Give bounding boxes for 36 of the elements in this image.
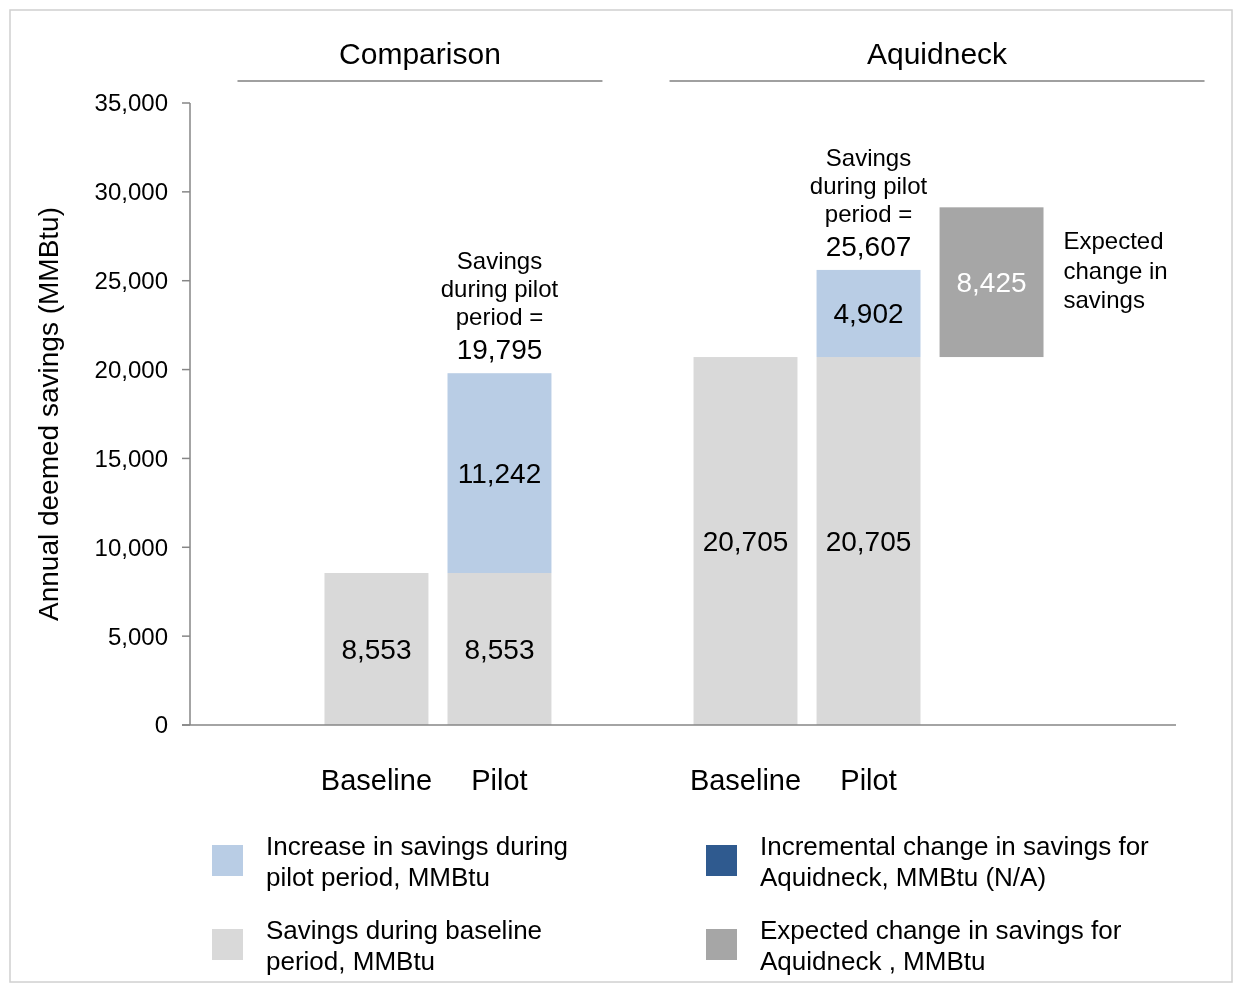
y-tick-label: 35,000 bbox=[94, 89, 168, 117]
x-tick-label: Baseline bbox=[689, 764, 802, 796]
data-label: 4,902 bbox=[833, 298, 904, 330]
y-tick-label: 0 bbox=[154, 711, 168, 739]
bar bbox=[447, 373, 552, 573]
data-label: 20,705 bbox=[702, 525, 789, 557]
data-label: 20,705 bbox=[825, 525, 912, 557]
y-axis-title: Annual deemed savings (MMBtu) bbox=[33, 207, 64, 621]
legend-label: Incremental change in savings for Aquidneck, MMBtu (N/A) bbox=[760, 831, 1150, 892]
x-tick-label: Baseline bbox=[320, 764, 433, 796]
data-label: 8,425 bbox=[956, 266, 1027, 298]
bar bbox=[816, 269, 921, 358]
legend-label: Expected change in savings for Aquidneck , MMBtu bbox=[760, 915, 1122, 976]
y-tick-label: 5,000 bbox=[107, 622, 168, 650]
annotation: Expected change in savings bbox=[1063, 227, 1168, 314]
y-tick-label: 15,000 bbox=[94, 444, 168, 472]
y-tick-label: 20,000 bbox=[94, 355, 168, 383]
legend-label: Savings during baseline period, MMBtu bbox=[266, 915, 543, 976]
text: Comparison bbox=[339, 37, 501, 70]
data-label: 11,242 bbox=[457, 457, 542, 489]
total-label: Savings during pilot period = 25,607 bbox=[809, 143, 928, 262]
data-label: 8,553 bbox=[464, 633, 535, 665]
y-tick-label: 25,000 bbox=[94, 267, 168, 295]
y-tick-label: 30,000 bbox=[94, 178, 168, 206]
bar bbox=[816, 357, 921, 725]
total-label: Savings during pilot period = 19,795 bbox=[440, 247, 559, 366]
x-tick-label: Pilot bbox=[840, 764, 897, 796]
bar bbox=[693, 357, 798, 725]
data-label: 8,553 bbox=[341, 633, 412, 665]
y-tick-label: 10,000 bbox=[94, 533, 168, 561]
bar bbox=[324, 573, 429, 725]
text: Aquidneck bbox=[866, 37, 1009, 70]
bar bbox=[939, 207, 1044, 358]
x-tick-label: Pilot bbox=[471, 764, 528, 796]
legend-label: Increase in savings during pilot period, MMBtu bbox=[266, 831, 569, 892]
bar bbox=[447, 573, 552, 725]
